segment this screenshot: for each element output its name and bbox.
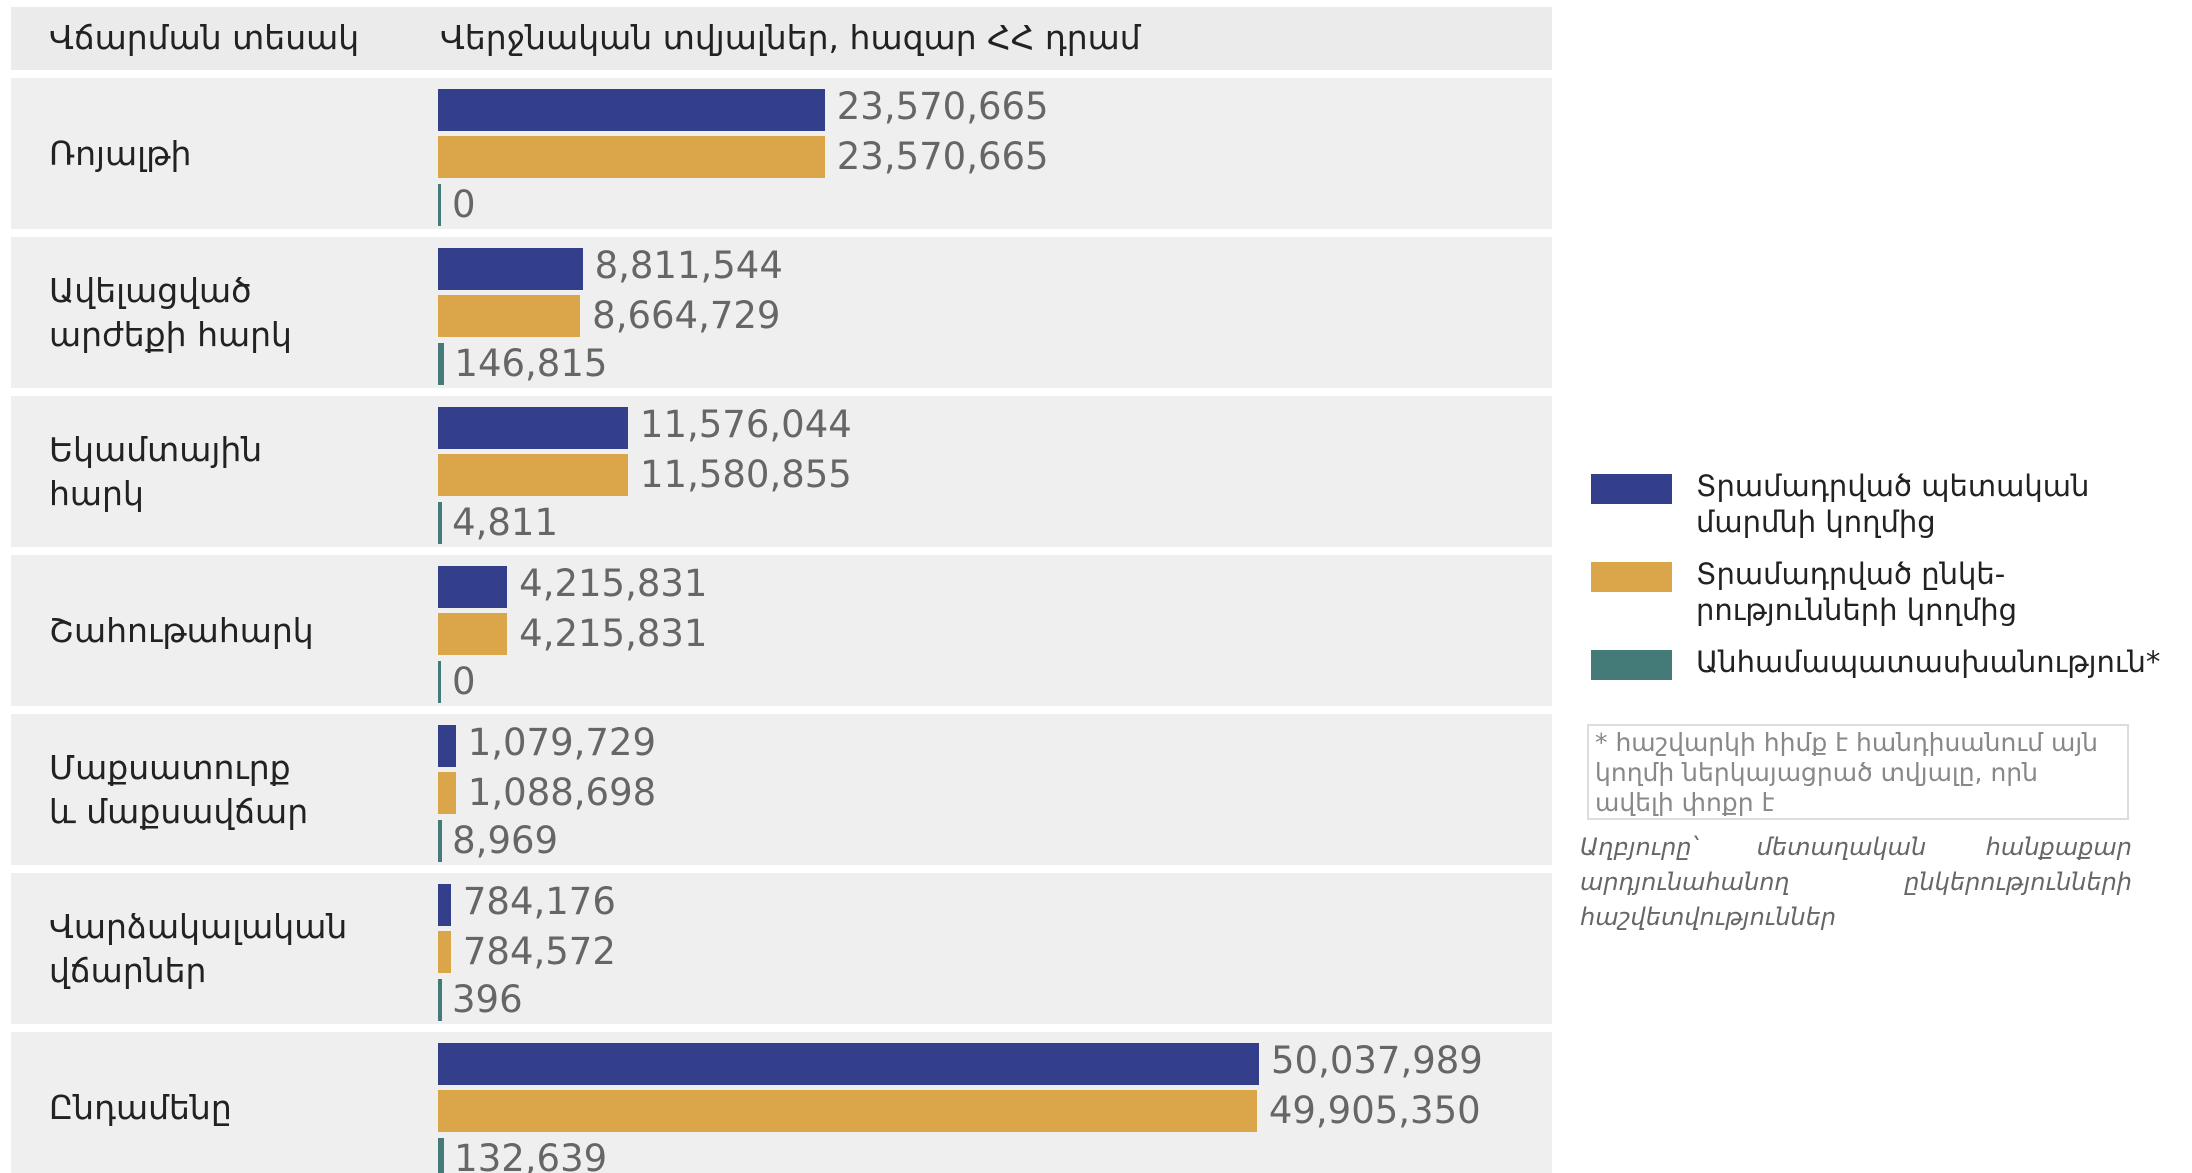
value-label: 8,811,544	[594, 244, 783, 287]
legend-label: Անհամապատասխանություն*	[1696, 645, 2161, 679]
bar	[438, 89, 825, 131]
bar	[438, 884, 451, 926]
note: * հաշվարկի հիմք է հանդիսանում այն կողմի …	[1587, 724, 2129, 820]
legend-label: Տրամադրված ընկե- րությունների կողմից	[1696, 557, 2018, 627]
category-label: Ընդամենը	[49, 1087, 232, 1127]
category-label: Ռոյալթի	[49, 133, 192, 173]
bar	[438, 1138, 445, 1173]
bar	[438, 343, 445, 385]
legend-swatch	[1591, 650, 1672, 680]
bar	[438, 566, 508, 608]
category-label: Վարձակալական վճարներ	[49, 906, 348, 990]
bar	[438, 248, 583, 290]
bar	[438, 613, 508, 655]
bar	[438, 407, 628, 449]
bar	[438, 661, 441, 703]
category-label: Շահութահարկ	[49, 610, 314, 650]
value-label: 0	[452, 183, 476, 226]
value-label: 396	[452, 978, 523, 1021]
value-label: 49,905,350	[1268, 1089, 1481, 1132]
value-label: 50,037,989	[1271, 1039, 1483, 1082]
bar	[438, 502, 443, 544]
bar	[438, 184, 441, 226]
bar	[438, 1090, 1257, 1132]
value-label: 1,079,729	[467, 721, 657, 764]
value-label: 4,811	[452, 501, 559, 544]
bar	[438, 1043, 1259, 1085]
value-label: 4,215,831	[519, 612, 708, 655]
bar	[438, 725, 456, 767]
row-background	[11, 873, 1552, 1024]
category-label: Եկամտային հարկ	[49, 429, 263, 513]
value-label: 146,815	[454, 342, 608, 385]
header-row	[11, 7, 1552, 70]
value-label: 1,088,698	[467, 771, 657, 814]
legend-swatch	[1591, 562, 1672, 592]
row-background	[11, 237, 1552, 388]
row-background	[11, 714, 1552, 865]
value-label: 0	[452, 660, 476, 703]
legend-swatch	[1591, 474, 1672, 504]
bar	[438, 931, 451, 973]
column-header: Վճարման տեսակ	[49, 18, 360, 57]
legend-label: Տրամադրված պետական մարմնի կողմից	[1696, 469, 2090, 539]
category-label: Մաքսատուրք և մաքսավճար	[49, 747, 309, 831]
row-background	[11, 555, 1552, 706]
row-background	[11, 396, 1552, 547]
value-label: 11,580,855	[640, 453, 852, 496]
bar	[438, 295, 581, 337]
bar	[438, 979, 442, 1021]
value-label: 23,570,665	[836, 135, 1049, 178]
value-label: 8,969	[452, 819, 559, 862]
value-label: 23,570,665	[836, 85, 1049, 128]
value-label: 784,176	[462, 880, 616, 923]
category-label: Ավելացված արժեքի հարկ	[49, 270, 292, 354]
bar	[438, 454, 628, 496]
bar	[438, 820, 443, 862]
column-header: Վերջնական տվյալներ, հազար ՀՀ դրամ	[440, 18, 1141, 57]
value-label: 8,664,729	[592, 294, 781, 337]
bar	[438, 136, 825, 178]
value-label: 784,572	[462, 930, 616, 973]
value-label: 11,576,044	[639, 403, 852, 446]
bar	[438, 772, 456, 814]
value-label: 4,215,831	[519, 562, 708, 605]
value-label: 132,639	[454, 1137, 608, 1173]
source: Աղբյուրը՝ մետաղական հանքաքար արդյունահան…	[1580, 833, 2132, 931]
